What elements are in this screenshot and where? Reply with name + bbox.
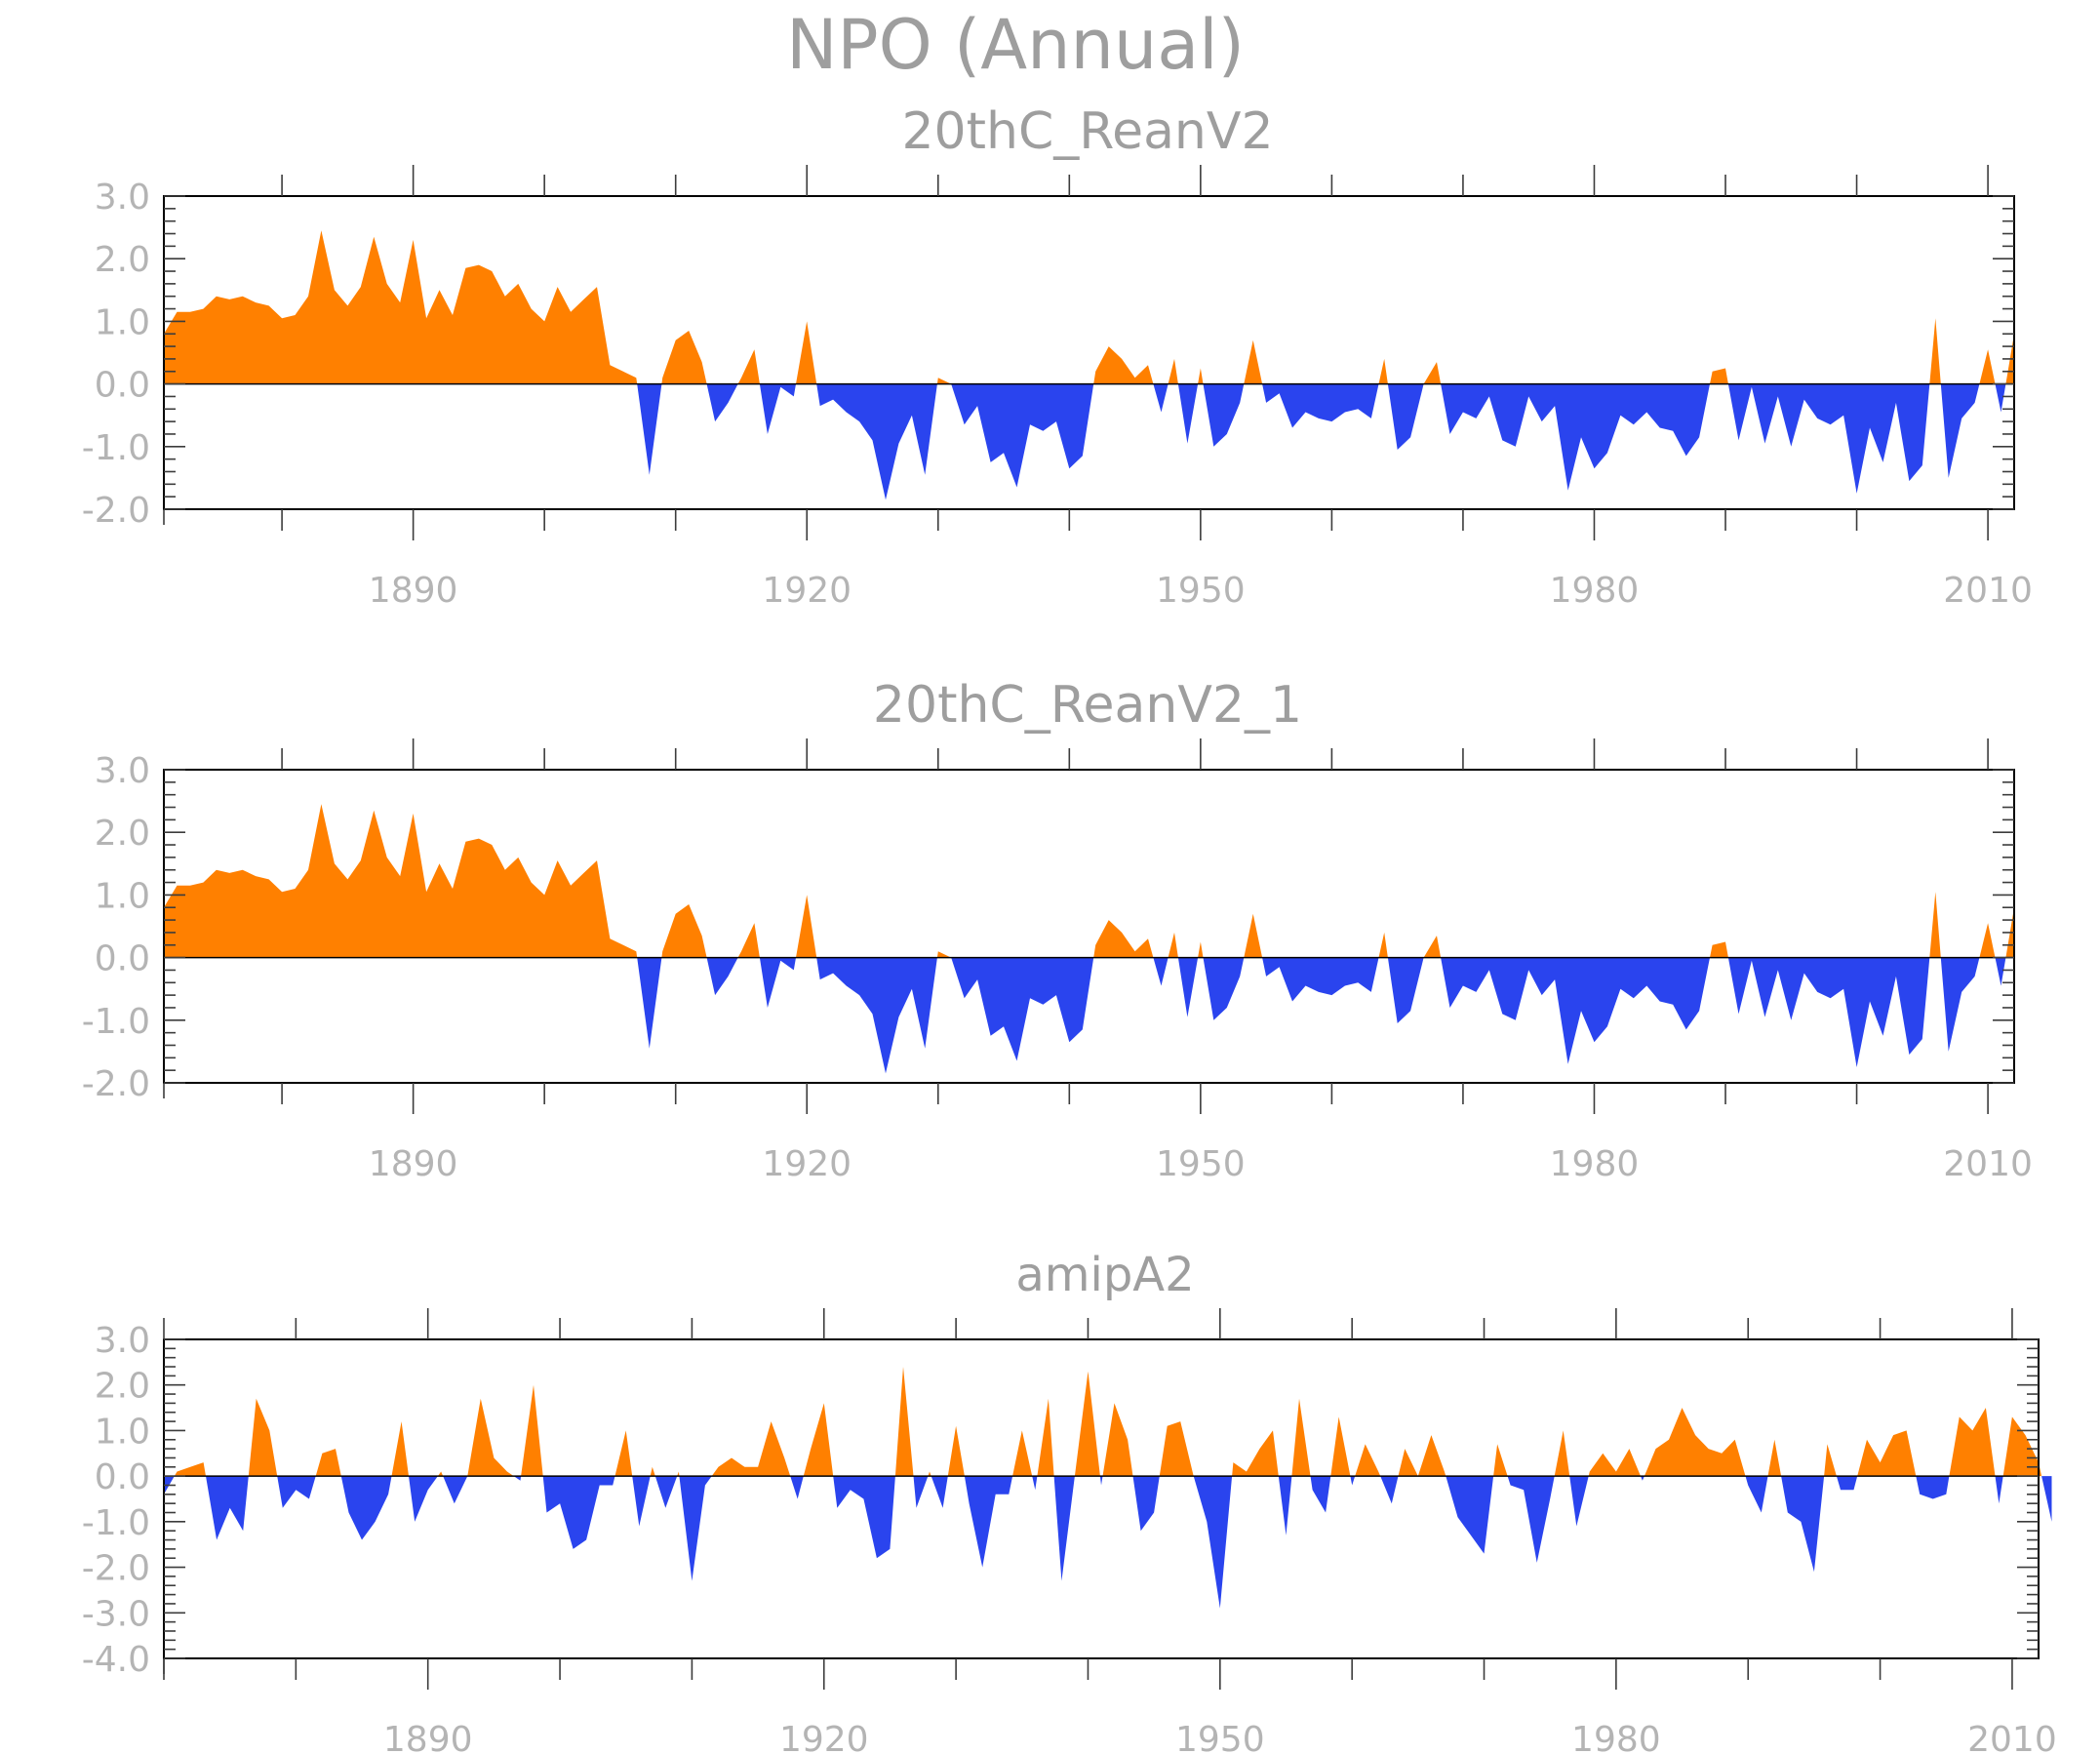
x-tick-label: 1950 bbox=[1175, 1720, 1265, 1754]
y-tick-label: 0.0 bbox=[95, 1457, 150, 1497]
x-tick-label: 2010 bbox=[1943, 1144, 2033, 1184]
x-tick-label: 2010 bbox=[1967, 1720, 2057, 1754]
y-tick-label: 3.0 bbox=[95, 751, 150, 791]
y-tick-label: -4.0 bbox=[82, 1640, 150, 1680]
plot-frame bbox=[163, 769, 2015, 1084]
panel-title: 20thC_ReanV2_1 bbox=[873, 676, 1302, 735]
x-tick-label: 1920 bbox=[762, 571, 852, 611]
y-tick-label: 3.0 bbox=[95, 1321, 150, 1361]
y-tick-label: 1.0 bbox=[95, 876, 150, 916]
panel-title: amipA2 bbox=[1015, 1248, 1194, 1302]
panel-title: 20thC_ReanV2 bbox=[901, 102, 1273, 161]
negative-area bbox=[164, 1476, 2052, 1609]
y-tick-label: 2.0 bbox=[95, 814, 150, 854]
x-tick-label: 1980 bbox=[1571, 1720, 1661, 1754]
positive-area bbox=[164, 230, 2014, 384]
y-tick-label: -1.0 bbox=[82, 1002, 150, 1042]
x-tick-label: 1980 bbox=[1550, 1144, 1640, 1184]
x-tick-label: 1980 bbox=[1550, 571, 1640, 611]
y-tick-label: -2.0 bbox=[82, 1549, 150, 1589]
x-tick-label: 1890 bbox=[369, 1144, 458, 1184]
panel-amipa2: amipA2 3.0 2.0 1.0 0.0 -1.0 -2.0 -3.0 -4.0 1890 1… bbox=[82, 1248, 2057, 1754]
x-tick-label: 1920 bbox=[762, 1144, 852, 1184]
plot-frame bbox=[163, 195, 2015, 510]
y-tick-label: 2.0 bbox=[95, 1367, 150, 1407]
y-tick-label: -1.0 bbox=[82, 428, 150, 468]
y-tick-label: 1.0 bbox=[95, 1412, 150, 1452]
y-tick-label: -3.0 bbox=[82, 1594, 150, 1634]
plot-frame bbox=[163, 1338, 2040, 1659]
negative-area bbox=[164, 957, 2014, 1074]
figure-title: NPO (Annual) bbox=[786, 5, 1245, 85]
y-tick-label: 3.0 bbox=[95, 178, 150, 218]
y-tick-label: 0.0 bbox=[95, 366, 150, 406]
positive-area bbox=[164, 804, 2014, 958]
panel-20thc-reanv2: 20thC_ReanV2 3.0 2.0 1.0 0.0 -1.0 -2.0 1890 192… bbox=[82, 102, 2033, 611]
x-tick-label: 1950 bbox=[1156, 1144, 1246, 1184]
positive-area bbox=[164, 1367, 2052, 1477]
x-tick-label: 1890 bbox=[369, 571, 458, 611]
x-tick-label: 1890 bbox=[383, 1720, 473, 1754]
negative-area bbox=[164, 383, 2014, 500]
x-tick-label: 1950 bbox=[1156, 571, 1246, 611]
x-tick-label: 1920 bbox=[779, 1720, 869, 1754]
y-tick-label: 0.0 bbox=[95, 939, 150, 979]
x-tick-label: 2010 bbox=[1943, 571, 2033, 611]
y-tick-label: -1.0 bbox=[82, 1503, 150, 1543]
y-tick-label: -2.0 bbox=[82, 1064, 150, 1104]
y-tick-label: -2.0 bbox=[82, 491, 150, 531]
y-tick-label: 1.0 bbox=[95, 302, 150, 342]
y-tick-label: 2.0 bbox=[95, 240, 150, 280]
panel-20thc-reanv2-1: 20thC_ReanV2_1 3.0 2.0 1.0 0.0 -1.0 -2.0 1890 1… bbox=[82, 676, 2033, 1184]
